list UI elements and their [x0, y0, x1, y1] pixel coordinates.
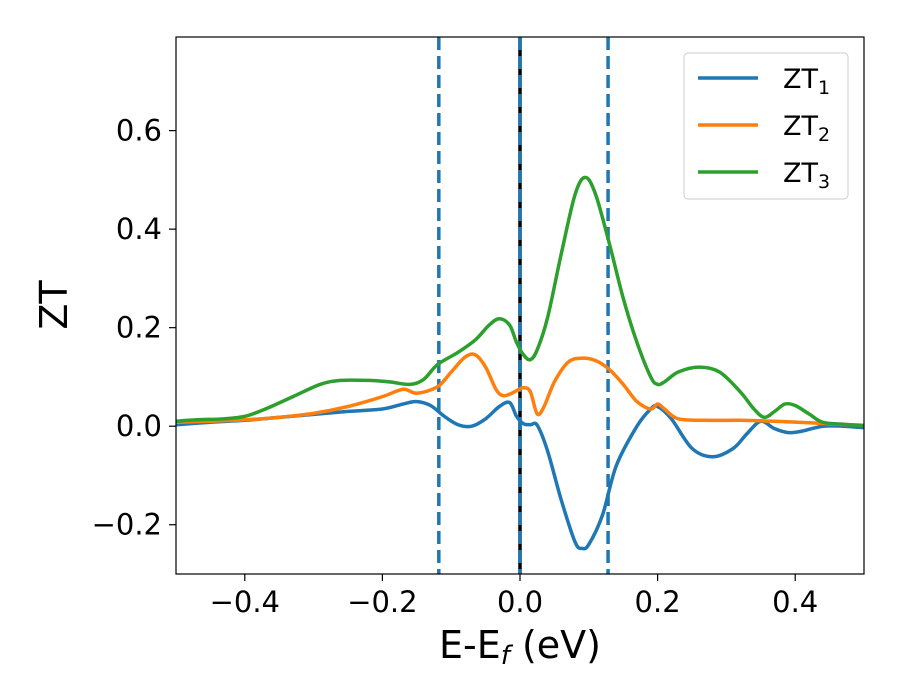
series-lines: [176, 175, 864, 551]
series-line-zt2: [176, 352, 864, 427]
x-axis-ticks: −0.4 −0.2 0.0 0.2 0.4: [210, 574, 818, 619]
legend-label-zt2: ZT2: [783, 111, 830, 146]
y-tick-label: 0.4: [116, 212, 162, 246]
x-axis-title-main: E-E: [439, 623, 501, 667]
x-axis-title: E-Ef (eV): [439, 623, 601, 671]
reference-lines: [437, 37, 610, 574]
y-axis-title: ZT: [32, 280, 76, 330]
x-tick-label: −0.2: [347, 585, 417, 619]
x-axis-title-tail: (eV): [510, 623, 601, 667]
series-line-zt1: [176, 399, 864, 551]
x-tick-label: 0.0: [497, 585, 543, 619]
series-line-zt3: [176, 175, 864, 428]
y-axis-ticks: −0.2 0.0 0.2 0.4 0.6: [92, 114, 176, 542]
legend-label-zt1: ZT1: [783, 64, 830, 99]
y-tick-label: 0.6: [116, 114, 162, 148]
y-tick-label: 0.2: [116, 311, 162, 345]
y-tick-label: 0.0: [116, 409, 162, 443]
legend-box: [683, 52, 849, 200]
y-tick-label: −0.2: [92, 508, 162, 542]
legend: ZT1 ZT2 ZT3: [683, 52, 849, 200]
legend-label-zt3: ZT3: [783, 158, 830, 193]
x-tick-label: −0.4: [210, 585, 280, 619]
x-tick-label: 0.2: [635, 585, 681, 619]
x-tick-label: 0.4: [772, 585, 818, 619]
